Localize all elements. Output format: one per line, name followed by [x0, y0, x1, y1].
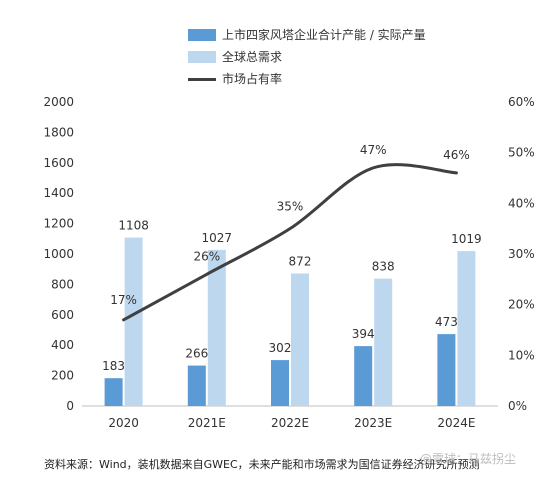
- data-label-demand: 1019: [451, 232, 482, 246]
- y-left-tick-label: 1000: [43, 247, 74, 261]
- market-share-line: [122, 163, 458, 322]
- data-label-demand: 838: [372, 260, 395, 274]
- bar-demand: [291, 273, 309, 406]
- legend-label-demand: 全球总需求: [222, 50, 283, 64]
- bar-capacity: [437, 334, 456, 406]
- bar-capacity: [187, 365, 206, 406]
- source-note: 资料来源：Wind，装机数据来自GWEC，未来产能和市场需求为国信证券经济研究所…: [44, 458, 480, 471]
- x-tick-label: 2021E: [188, 416, 226, 430]
- y-right-tick-label: 10%: [508, 348, 535, 362]
- data-label-capacity: 473: [435, 315, 458, 329]
- x-tick-label: 2023E: [354, 416, 392, 430]
- x-tick-label: 2020: [108, 416, 139, 430]
- x-tick-label: 2022E: [271, 416, 309, 430]
- bar-capacity: [104, 378, 123, 406]
- y-right-tick-label: 60%: [508, 95, 535, 109]
- data-label-share: 26%: [193, 249, 220, 263]
- data-label-share: 46%: [443, 148, 470, 162]
- data-label-capacity: 394: [352, 327, 375, 341]
- y-left-tick-label: 1800: [43, 125, 74, 139]
- legend-label-share: 市场占有率: [222, 72, 283, 86]
- legend-swatch-capacity: [188, 29, 216, 41]
- y-left-tick-label: 1200: [43, 217, 74, 231]
- data-label-share: 35%: [277, 200, 304, 214]
- y-left-tick-label: 800: [51, 277, 74, 291]
- data-label-demand: 872: [289, 254, 312, 268]
- bar-demand: [207, 249, 226, 406]
- legend-item-share: 市场占有率: [188, 68, 426, 90]
- data-label-capacity: 183: [102, 359, 125, 373]
- y-right-tick-label: 20%: [508, 298, 535, 312]
- y-left-tick-label: 400: [51, 338, 74, 352]
- y-right-tick-label: 40%: [508, 196, 535, 210]
- data-label-capacity: 302: [269, 341, 292, 355]
- legend-item-capacity: 上市四家风塔企业合计产能 / 实际产量: [188, 24, 426, 46]
- watermark: @雪球：马兹拐尘: [420, 452, 517, 466]
- y-left-tick-label: 1400: [43, 186, 74, 200]
- legend-item-demand: 全球总需求: [188, 46, 426, 68]
- bar-demand: [374, 278, 393, 406]
- y-left-tick-label: 200: [51, 369, 74, 383]
- y-right-tick-label: 0%: [508, 399, 527, 413]
- data-label-capacity: 266: [185, 347, 208, 361]
- legend-swatch-share: [188, 77, 216, 81]
- bar-demand: [457, 251, 476, 406]
- data-label-demand: 1027: [202, 231, 233, 245]
- bar-capacity: [354, 346, 373, 406]
- legend-swatch-demand: [188, 51, 216, 63]
- y-left-tick-label: 600: [51, 308, 74, 322]
- y-left-tick-label: 2000: [43, 95, 74, 109]
- legend-label-capacity: 上市四家风塔企业合计产能 / 实际产量: [222, 28, 426, 42]
- y-right-tick-label: 30%: [508, 247, 535, 261]
- x-tick-label: 2024E: [437, 416, 475, 430]
- chart-legend: 上市四家风塔企业合计产能 / 实际产量 全球总需求 市场占有率: [188, 24, 426, 90]
- data-label-share: 17%: [110, 293, 137, 307]
- bar-demand: [124, 237, 143, 406]
- data-label-share: 47%: [360, 143, 387, 157]
- y-left-tick-label: 0: [66, 399, 74, 413]
- y-right-tick-label: 50%: [508, 146, 535, 160]
- bar-capacity: [271, 360, 289, 406]
- y-left-tick-label: 1600: [43, 156, 74, 170]
- data-label-demand: 1108: [118, 219, 149, 233]
